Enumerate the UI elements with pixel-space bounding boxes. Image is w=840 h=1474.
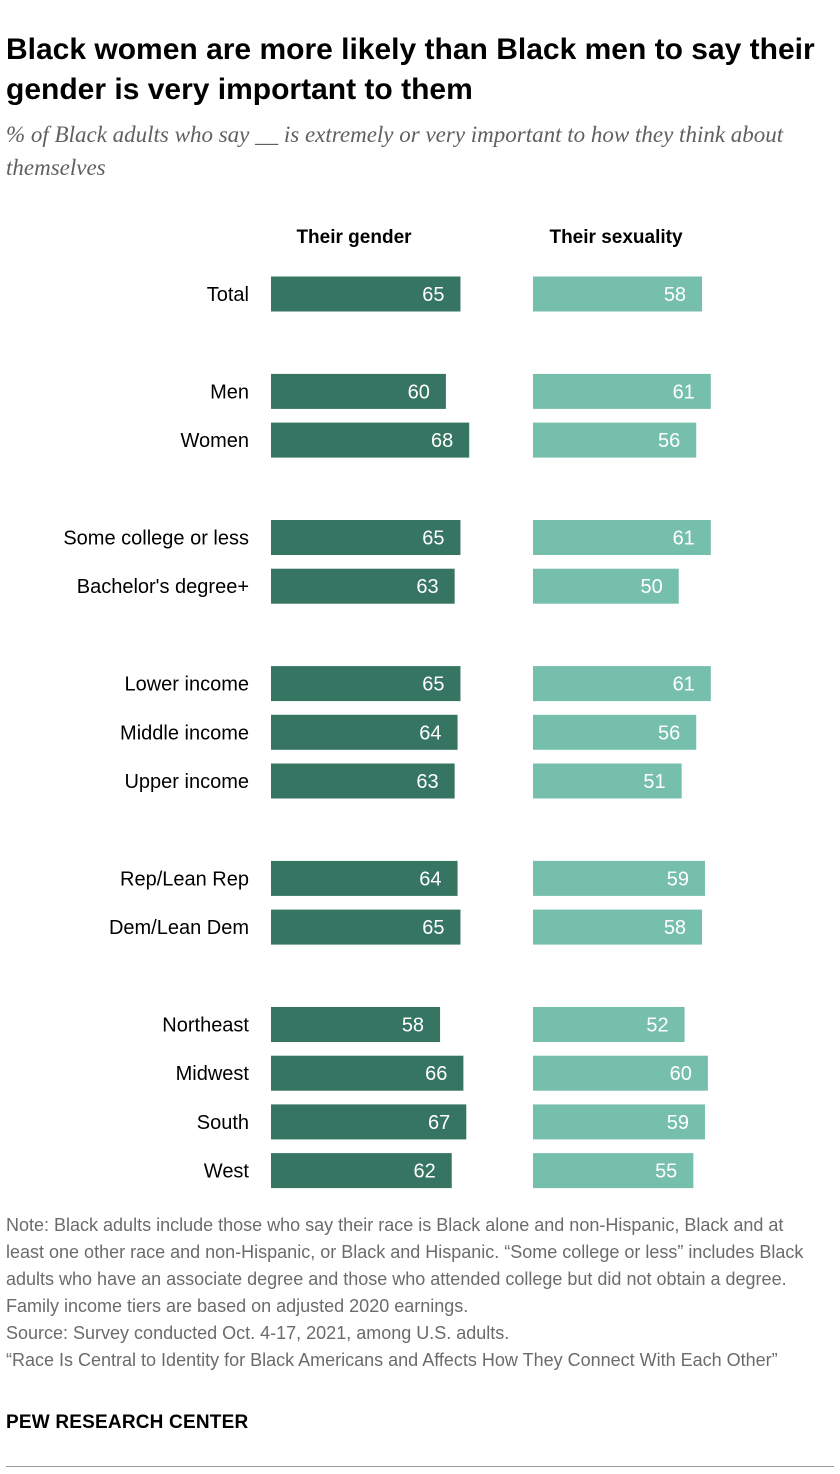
- bar-their-gender-dem-lean-dem: [271, 909, 461, 945]
- category-label-bachelor-s-degree: Bachelor's degree+: [77, 576, 249, 598]
- report-title: “Race Is Central to Identity for Black A…: [6, 1350, 778, 1370]
- bar-their-sexuality-rep-lean-rep: [533, 860, 705, 896]
- source-text: Source: Survey conducted Oct. 4-17, 2021…: [6, 1323, 510, 1343]
- category-label-midwest: Midwest: [176, 1063, 250, 1085]
- value-label-their-sexuality-middle-income: 56: [658, 722, 680, 744]
- bar-their-gender-some-college-or-less: [271, 520, 461, 555]
- value-label-their-sexuality-northeast: 52: [646, 1015, 668, 1037]
- value-label-their-gender-middle-income: 64: [419, 722, 441, 744]
- value-label-their-gender-northeast: 58: [402, 1015, 424, 1037]
- category-label-dem-lean-dem: Dem/Lean Dem: [109, 917, 249, 939]
- bar-their-sexuality-northeast: [533, 1007, 685, 1042]
- bar-their-gender-rep-lean-rep: [271, 860, 458, 896]
- bar-their-gender-lower-income: [271, 666, 461, 702]
- chart-subtitle: % of Black adults who say __ is extremel…: [6, 122, 784, 180]
- value-label-their-gender-rep-lean-rep: 64: [419, 868, 441, 890]
- bar-their-sexuality-total: [533, 276, 703, 312]
- bar-their-gender-men: [271, 373, 446, 409]
- category-label-northeast: Northeast: [162, 1015, 249, 1037]
- value-label-their-sexuality-total: 58: [664, 284, 686, 306]
- value-label-their-gender-men: 60: [408, 381, 430, 403]
- value-label-their-sexuality-some-college-or-less: 61: [673, 528, 695, 550]
- bar-their-gender-south: [271, 1104, 467, 1140]
- value-label-their-sexuality-men: 61: [673, 381, 695, 403]
- value-label-their-gender-bachelor-s-degree: 63: [416, 576, 438, 598]
- notes: Note: Black adults include those who say…: [6, 1212, 826, 1374]
- value-label-their-sexuality-upper-income: 51: [643, 771, 665, 793]
- column-header-their-sexuality: Their sexuality: [549, 227, 682, 248]
- category-label-men: Men: [210, 381, 249, 403]
- bar-their-sexuality-bachelor-s-degree: [533, 568, 679, 604]
- brand-logo-text: PEW RESEARCH CENTER: [6, 1412, 249, 1433]
- bar-their-sexuality-middle-income: [533, 714, 697, 750]
- category-label-middle-income: Middle income: [120, 722, 249, 744]
- bar-their-gender-middle-income: [271, 714, 458, 750]
- value-label-their-gender-west: 62: [413, 1161, 435, 1183]
- bar-their-sexuality-dem-lean-dem: [533, 909, 703, 945]
- bar-their-sexuality-some-college-or-less: [533, 520, 711, 555]
- bar-their-gender-upper-income: [271, 763, 455, 799]
- category-label-lower-income: Lower income: [124, 674, 249, 696]
- bottom-divider: [6, 1466, 834, 1467]
- bar-their-sexuality-lower-income: [533, 666, 711, 702]
- bar-their-gender-total: [271, 276, 461, 312]
- value-label-their-gender-midwest: 66: [425, 1063, 447, 1085]
- category-label-west: West: [204, 1161, 250, 1183]
- bar-their-gender-west: [271, 1153, 452, 1189]
- bar-their-sexuality-west: [533, 1153, 694, 1189]
- bar-their-sexuality-upper-income: [533, 763, 682, 799]
- value-label-their-sexuality-rep-lean-rep: 59: [667, 868, 689, 890]
- category-label-rep-lean-rep: Rep/Lean Rep: [120, 868, 249, 890]
- bar-their-sexuality-women: [533, 422, 697, 458]
- category-label-women: Women: [180, 430, 249, 452]
- value-label-their-sexuality-midwest: 60: [670, 1063, 692, 1085]
- value-label-their-gender-south: 67: [428, 1112, 450, 1134]
- bar-their-gender-bachelor-s-degree: [271, 568, 455, 604]
- value-label-their-gender-upper-income: 63: [416, 771, 438, 793]
- column-header-their-gender: Their gender: [296, 227, 412, 248]
- category-label-south: South: [197, 1112, 249, 1134]
- value-label-their-sexuality-west: 55: [655, 1161, 677, 1183]
- value-label-their-sexuality-dem-lean-dem: 58: [664, 917, 686, 939]
- category-label-some-college-or-less: Some college or less: [63, 528, 249, 550]
- bar-their-sexuality-south: [533, 1104, 705, 1140]
- value-label-their-gender-some-college-or-less: 65: [422, 528, 444, 550]
- value-label-their-gender-total: 65: [422, 284, 444, 306]
- value-label-their-sexuality-bachelor-s-degree: 50: [641, 576, 663, 598]
- value-label-their-sexuality-south: 59: [667, 1112, 689, 1134]
- bar-their-sexuality-men: [533, 373, 711, 409]
- value-label-their-sexuality-women: 56: [658, 430, 680, 452]
- bar-their-gender-midwest: [271, 1055, 464, 1091]
- bar-their-sexuality-midwest: [533, 1055, 708, 1091]
- bar-their-gender-women: [271, 422, 470, 458]
- category-label-total: Total: [207, 284, 249, 306]
- value-label-their-gender-dem-lean-dem: 65: [422, 917, 444, 939]
- value-label-their-sexuality-lower-income: 61: [673, 674, 695, 696]
- note-text: Note: Black adults include those who say…: [6, 1215, 804, 1316]
- bar-their-gender-northeast: [271, 1007, 441, 1042]
- value-label-their-gender-lower-income: 65: [422, 674, 444, 696]
- bar-chart: Their gender Their sexuality Total 65 58 Men 6…: [63, 227, 711, 1189]
- value-label-their-gender-women: 68: [431, 430, 453, 452]
- category-label-upper-income: Upper income: [124, 771, 249, 793]
- chart-title: Black women are more likely than Black m…: [6, 33, 815, 106]
